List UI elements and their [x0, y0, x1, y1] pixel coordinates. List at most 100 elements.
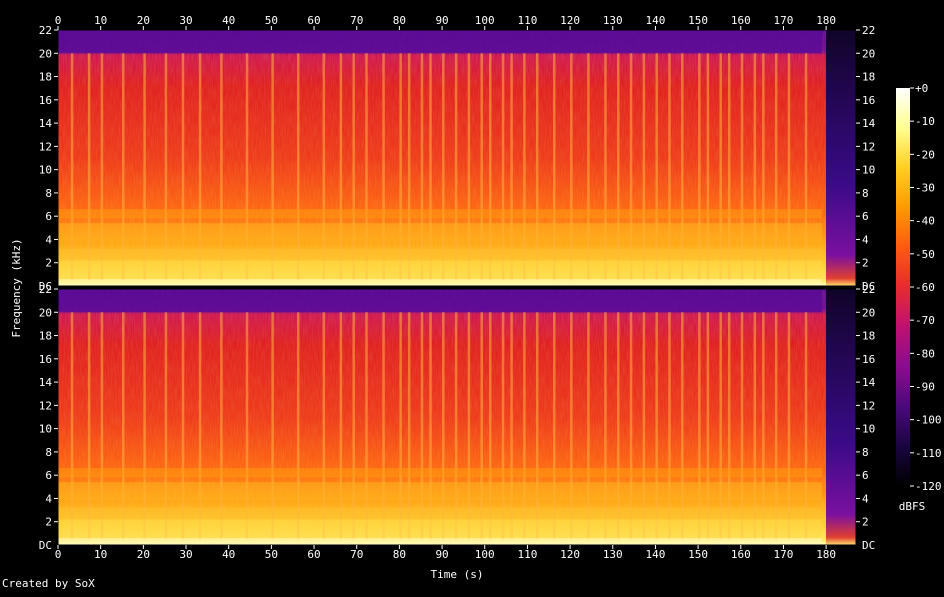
transient-streak — [604, 312, 607, 540]
low-frequency-band — [58, 482, 822, 501]
transient-streak — [143, 312, 146, 540]
transient-streak — [719, 53, 722, 281]
transient-streak — [296, 53, 300, 281]
x-tick-label: 110 — [517, 548, 537, 561]
transient-streak — [510, 312, 513, 540]
transient-streak — [706, 312, 710, 540]
transient-streak — [617, 53, 620, 281]
x-tick-label: 160 — [731, 14, 751, 27]
colorbar-tick-label: -40 — [915, 215, 935, 228]
y-tick-label: 6 — [45, 469, 52, 482]
transient-streak — [339, 312, 343, 540]
y-dc-label: DC — [862, 280, 875, 293]
transient-streak — [399, 53, 402, 281]
transient-streak — [523, 53, 526, 281]
x-tick-label: 30 — [179, 14, 192, 27]
transient-streak — [467, 53, 471, 281]
transient-streak — [198, 312, 202, 540]
x-tick-label: 20 — [137, 14, 150, 27]
x-tick-label: 0 — [55, 14, 62, 27]
x-tick-label: 170 — [774, 14, 794, 27]
transient-streak — [617, 312, 620, 540]
y-tick-label: 8 — [45, 446, 52, 459]
y-tick-label: 14 — [862, 376, 876, 389]
y-tick-label: 20 — [39, 306, 52, 319]
transient-streak — [787, 312, 791, 540]
transient-streak — [100, 53, 104, 281]
low-frequency-band — [58, 279, 822, 286]
transient-streak — [681, 53, 684, 281]
y-tick-label: 18 — [862, 71, 875, 84]
x-tick-label: 130 — [603, 14, 623, 27]
x-tick-label: 150 — [688, 548, 708, 561]
y-tick-label: 16 — [39, 94, 52, 107]
transient-streak — [774, 312, 778, 540]
transient-streak — [365, 53, 368, 281]
above-cutoff-band — [58, 30, 822, 54]
transient-streak — [442, 53, 445, 281]
y-tick-label: 22 — [39, 24, 52, 37]
transient-streak — [706, 53, 710, 281]
transient-streak — [407, 312, 411, 540]
transient-streak — [100, 312, 104, 540]
transient-streak — [553, 53, 556, 281]
transient-streak — [753, 53, 757, 281]
y-tick-label: 6 — [45, 210, 52, 223]
created-by-footer: Created by SoX — [2, 577, 95, 590]
y-tick-label: 2 — [45, 257, 52, 270]
transient-streak — [668, 312, 671, 540]
x-tick-label: 40 — [222, 14, 235, 27]
transient-streak — [804, 312, 808, 540]
x-tick-label: 80 — [393, 14, 406, 27]
transient-streak — [681, 312, 684, 540]
x-tick-label: 0 — [55, 548, 62, 561]
low-frequency-band — [58, 519, 822, 539]
y-tick-label: 20 — [862, 47, 875, 60]
colorbar-gradient — [896, 88, 910, 486]
transient-streak — [322, 53, 326, 281]
y-axis-left-channel-1: 22 20 18 16 14 12 10 8 6 4 2 DC — [39, 24, 58, 293]
x-tick-label: 60 — [307, 14, 320, 27]
colorbar-tick-label: -30 — [915, 182, 935, 195]
y-axis-right-channel-1: 22 20 18 16 14 12 10 8 6 4 2 DC — [856, 24, 876, 293]
transient-streak — [70, 312, 74, 540]
y-tick-label: 2 — [45, 516, 52, 529]
x-tick-label: 30 — [179, 548, 192, 561]
x-tick-label: 70 — [350, 14, 363, 27]
transient-streak — [407, 53, 411, 281]
x-tick-label: 80 — [393, 548, 406, 561]
low-frequency-band — [58, 507, 822, 520]
transient-streak — [420, 53, 424, 281]
x-tick-label: 10 — [94, 548, 107, 561]
y-tick-label: 6 — [862, 210, 869, 223]
y-axis-left-channel-2: 22 20 18 16 14 12 10 8 6 4 2 DC — [39, 283, 58, 552]
y-tick-label: 22 — [862, 24, 875, 37]
channel-1-spectrogram — [57, 29, 857, 287]
transient-streak — [442, 312, 445, 540]
channel-2-spectrogram — [57, 288, 857, 546]
transient-streak — [553, 312, 556, 540]
transient-streak — [122, 53, 125, 281]
transient-streak — [753, 312, 757, 540]
colorbar-tick-label: -100 — [915, 414, 942, 427]
y-tick-label: 14 — [39, 376, 53, 389]
x-tick-label: 140 — [645, 14, 665, 27]
transient-streak — [467, 312, 471, 540]
x-axis-top: 0 10 20 30 40 50 60 70 80 90 100 110 120 130 140 150 160… — [55, 14, 836, 30]
transient-streak — [382, 53, 385, 281]
colorbar-tick-label: -20 — [915, 148, 935, 161]
y-tick-label: 18 — [39, 71, 52, 84]
transient-streak — [454, 53, 458, 281]
x-tick-label: 110 — [517, 14, 537, 27]
transient-streak — [655, 53, 658, 281]
y-tick-label: 8 — [862, 446, 869, 459]
transient-streak — [454, 312, 458, 540]
transient-streak — [501, 312, 505, 540]
transient-streak — [727, 312, 731, 540]
transient-streak — [740, 53, 744, 281]
transient-streak — [352, 53, 355, 281]
transient-streak — [382, 312, 385, 540]
transient-streak — [787, 53, 791, 281]
colorbar-tick-label: -110 — [915, 447, 942, 460]
y-tick-label: 2 — [862, 257, 869, 270]
